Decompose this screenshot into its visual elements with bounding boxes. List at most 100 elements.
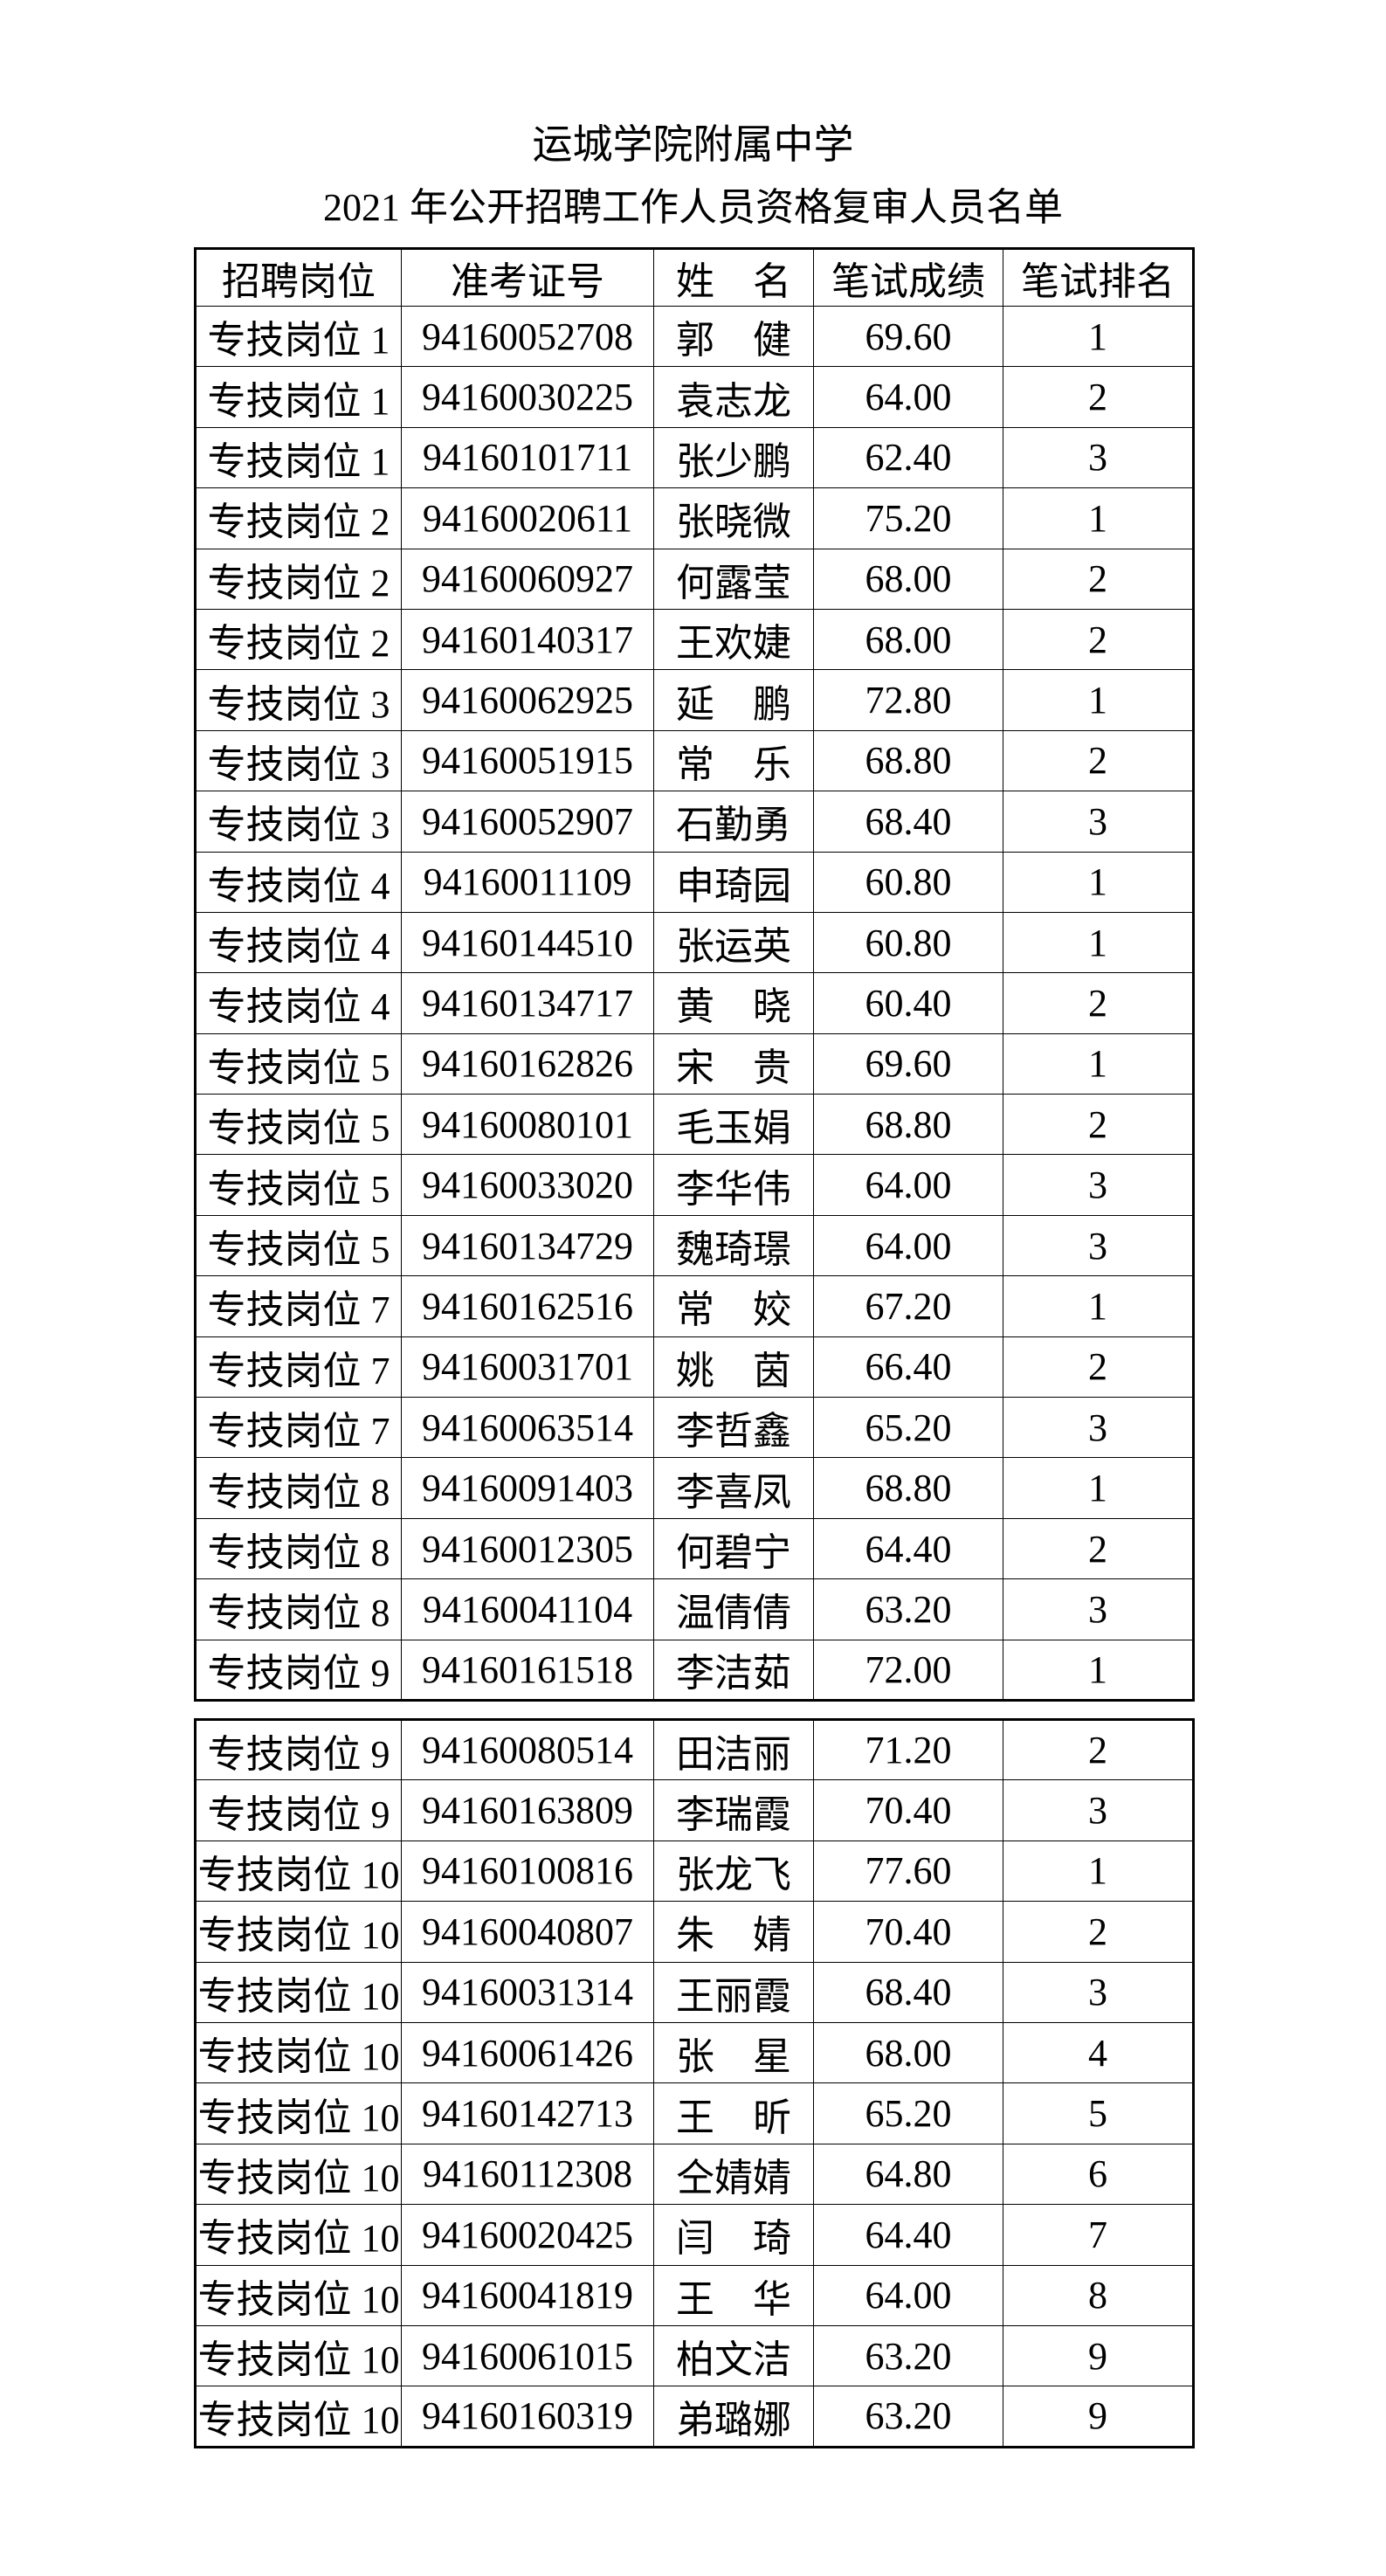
table-cell: 王 昕	[653, 2082, 814, 2144]
table-cell: 专技岗位 4	[195, 851, 402, 913]
table-cell: 3	[1003, 1214, 1194, 1277]
table-cell: 94160052907	[401, 791, 654, 853]
table-cell: 闫 琦	[653, 2204, 814, 2266]
table-header-row: 招聘岗位 准考证号 姓 名 笔试成绩 笔试排名	[195, 248, 1194, 307]
table-cell: 1	[1003, 911, 1194, 974]
table-row: 专技岗位 10 94160100816 张龙飞 77.60 1	[195, 1840, 1194, 1903]
table-cell: 62.40	[813, 426, 1003, 489]
table-cell: 专技岗位 7	[195, 1275, 402, 1337]
table-cell: 李洁茹	[653, 1639, 814, 1701]
table-row: 专技岗位 3 94160062925 延 鹏 72.80 1	[195, 669, 1194, 731]
table-row: 专技岗位 4 94160011109 申琦园 60.80 1	[195, 851, 1194, 913]
table-cell: 63.20	[813, 2324, 1003, 2387]
table-cell: 1	[1003, 851, 1194, 913]
table-cell: 1	[1003, 1032, 1194, 1095]
table-cell: 94160161518	[401, 1639, 654, 1701]
table-cell: 94160041819	[401, 2264, 654, 2326]
table-cell: 67.20	[813, 1275, 1003, 1337]
table-cell: 3	[1003, 426, 1194, 489]
table-cell: 64.40	[813, 2204, 1003, 2266]
table-cell: 专技岗位 3	[195, 791, 402, 853]
table-cell: 延 鹏	[653, 669, 814, 731]
table-cell: 68.00	[813, 608, 1003, 671]
table-cell: 63.20	[813, 1578, 1003, 1640]
table-cell: 94160144510	[401, 911, 654, 974]
table-cell: 68.80	[813, 1094, 1003, 1156]
qualification-review-table-part1: 招聘岗位 准考证号 姓 名 笔试成绩 笔试排名 专技岗位 1 9416005270…	[194, 247, 1195, 1702]
table-cell: 94160062925	[401, 669, 654, 731]
table-cell: 72.80	[813, 669, 1003, 731]
table-cell: 3	[1003, 791, 1194, 853]
table-cell: 专技岗位 10	[195, 2264, 402, 2326]
column-header-exam-score: 笔试成绩	[813, 248, 1003, 307]
table-cell: 3	[1003, 1961, 1194, 2023]
table-cell: 专技岗位 7	[195, 1336, 402, 1398]
column-header-name: 姓 名	[653, 248, 814, 307]
table-row: 专技岗位 2 94160060927 何露莹 68.00 2	[195, 548, 1194, 610]
table-cell: 1	[1003, 1457, 1194, 1519]
column-header-exam-rank: 笔试排名	[1003, 248, 1194, 307]
table-cell: 柏文洁	[653, 2324, 814, 2387]
table-cell: 专技岗位 10	[195, 2324, 402, 2387]
table-row: 专技岗位 1 94160052708 郭 健 69.60 1	[195, 305, 1194, 368]
table-cell: 94160142713	[401, 2082, 654, 2144]
table-cell: 专技岗位 5	[195, 1214, 402, 1277]
table-cell: 60.80	[813, 911, 1003, 974]
table-cell: 弟璐娜	[653, 2386, 814, 2448]
table-cell: 专技岗位 1	[195, 366, 402, 428]
table-cell: 张晓微	[653, 487, 814, 549]
table-row: 专技岗位 8 94160012305 何碧宁 64.40 2	[195, 1517, 1194, 1580]
table-row: 专技岗位 2 94160020611 张晓微 75.20 1	[195, 487, 1194, 549]
table-row: 专技岗位 7 94160063514 李哲鑫 65.20 3	[195, 1397, 1194, 1459]
table-cell: 94160012305	[401, 1517, 654, 1580]
table-cell: 64.80	[813, 2143, 1003, 2206]
table-row: 专技岗位 9 94160080514 田洁丽 71.20 2	[195, 1718, 1194, 1781]
table-cell: 60.80	[813, 851, 1003, 913]
table-cell: 专技岗位 2	[195, 608, 402, 671]
table-cell: 69.60	[813, 305, 1003, 368]
table-cell: 何碧宁	[653, 1517, 814, 1580]
table-cell: 专技岗位 8	[195, 1517, 402, 1580]
table-cell: 1	[1003, 305, 1194, 368]
table-cell: 黄 晓	[653, 972, 814, 1034]
table-cell: 2	[1003, 1718, 1194, 1781]
table-row: 专技岗位 10 94160040807 朱 婧 70.40 2	[195, 1901, 1194, 1963]
table-cell: 64.00	[813, 366, 1003, 428]
table-cell: 94160100816	[401, 1840, 654, 1903]
table-cell: 专技岗位 8	[195, 1578, 402, 1640]
table-cell: 94160063514	[401, 1397, 654, 1459]
table-cell: 2	[1003, 1336, 1194, 1398]
table-cell: 3	[1003, 1397, 1194, 1459]
table-cell: 7	[1003, 2204, 1194, 2266]
table-cell: 朱 婧	[653, 1901, 814, 1963]
table-cell: 专技岗位 10	[195, 2386, 402, 2448]
table-cell: 94160134729	[401, 1214, 654, 1277]
table-cell: 1	[1003, 487, 1194, 549]
table-cell: 专技岗位 7	[195, 1397, 402, 1459]
table-cell: 袁志龙	[653, 366, 814, 428]
table-cell: 姚 茵	[653, 1336, 814, 1398]
table-cell: 专技岗位 10	[195, 2021, 402, 2084]
table-row: 专技岗位 9 94160163809 李瑞霞 70.40 3	[195, 1779, 1194, 1841]
table-cell: 王欢婕	[653, 608, 814, 671]
table-cell: 专技岗位 9	[195, 1639, 402, 1701]
table-cell: 94160061426	[401, 2021, 654, 2084]
table-cell: 3	[1003, 1779, 1194, 1841]
table-cell: 60.40	[813, 972, 1003, 1034]
table-cell: 田洁丽	[653, 1718, 814, 1781]
table-cell: 64.00	[813, 1154, 1003, 1216]
document-title: 运城学院附属中学	[532, 122, 854, 167]
table-cell: 65.20	[813, 2082, 1003, 2144]
table-cell: 宋 贵	[653, 1032, 814, 1095]
table-cell: 68.40	[813, 791, 1003, 853]
table-cell: 94160140317	[401, 608, 654, 671]
table-cell: 专技岗位 9	[195, 1718, 402, 1781]
table-cell: 专技岗位 10	[195, 1961, 402, 2023]
table-row: 专技岗位 4 94160144510 张运英 60.80 1	[195, 911, 1194, 974]
table-cell: 3	[1003, 1154, 1194, 1216]
table-cell: 70.40	[813, 1901, 1003, 1963]
table-cell: 专技岗位 3	[195, 729, 402, 792]
table-row: 专技岗位 10 94160061015 柏文洁 63.20 9	[195, 2324, 1194, 2387]
table-cell: 李华伟	[653, 1154, 814, 1216]
table-cell: 8	[1003, 2264, 1194, 2326]
